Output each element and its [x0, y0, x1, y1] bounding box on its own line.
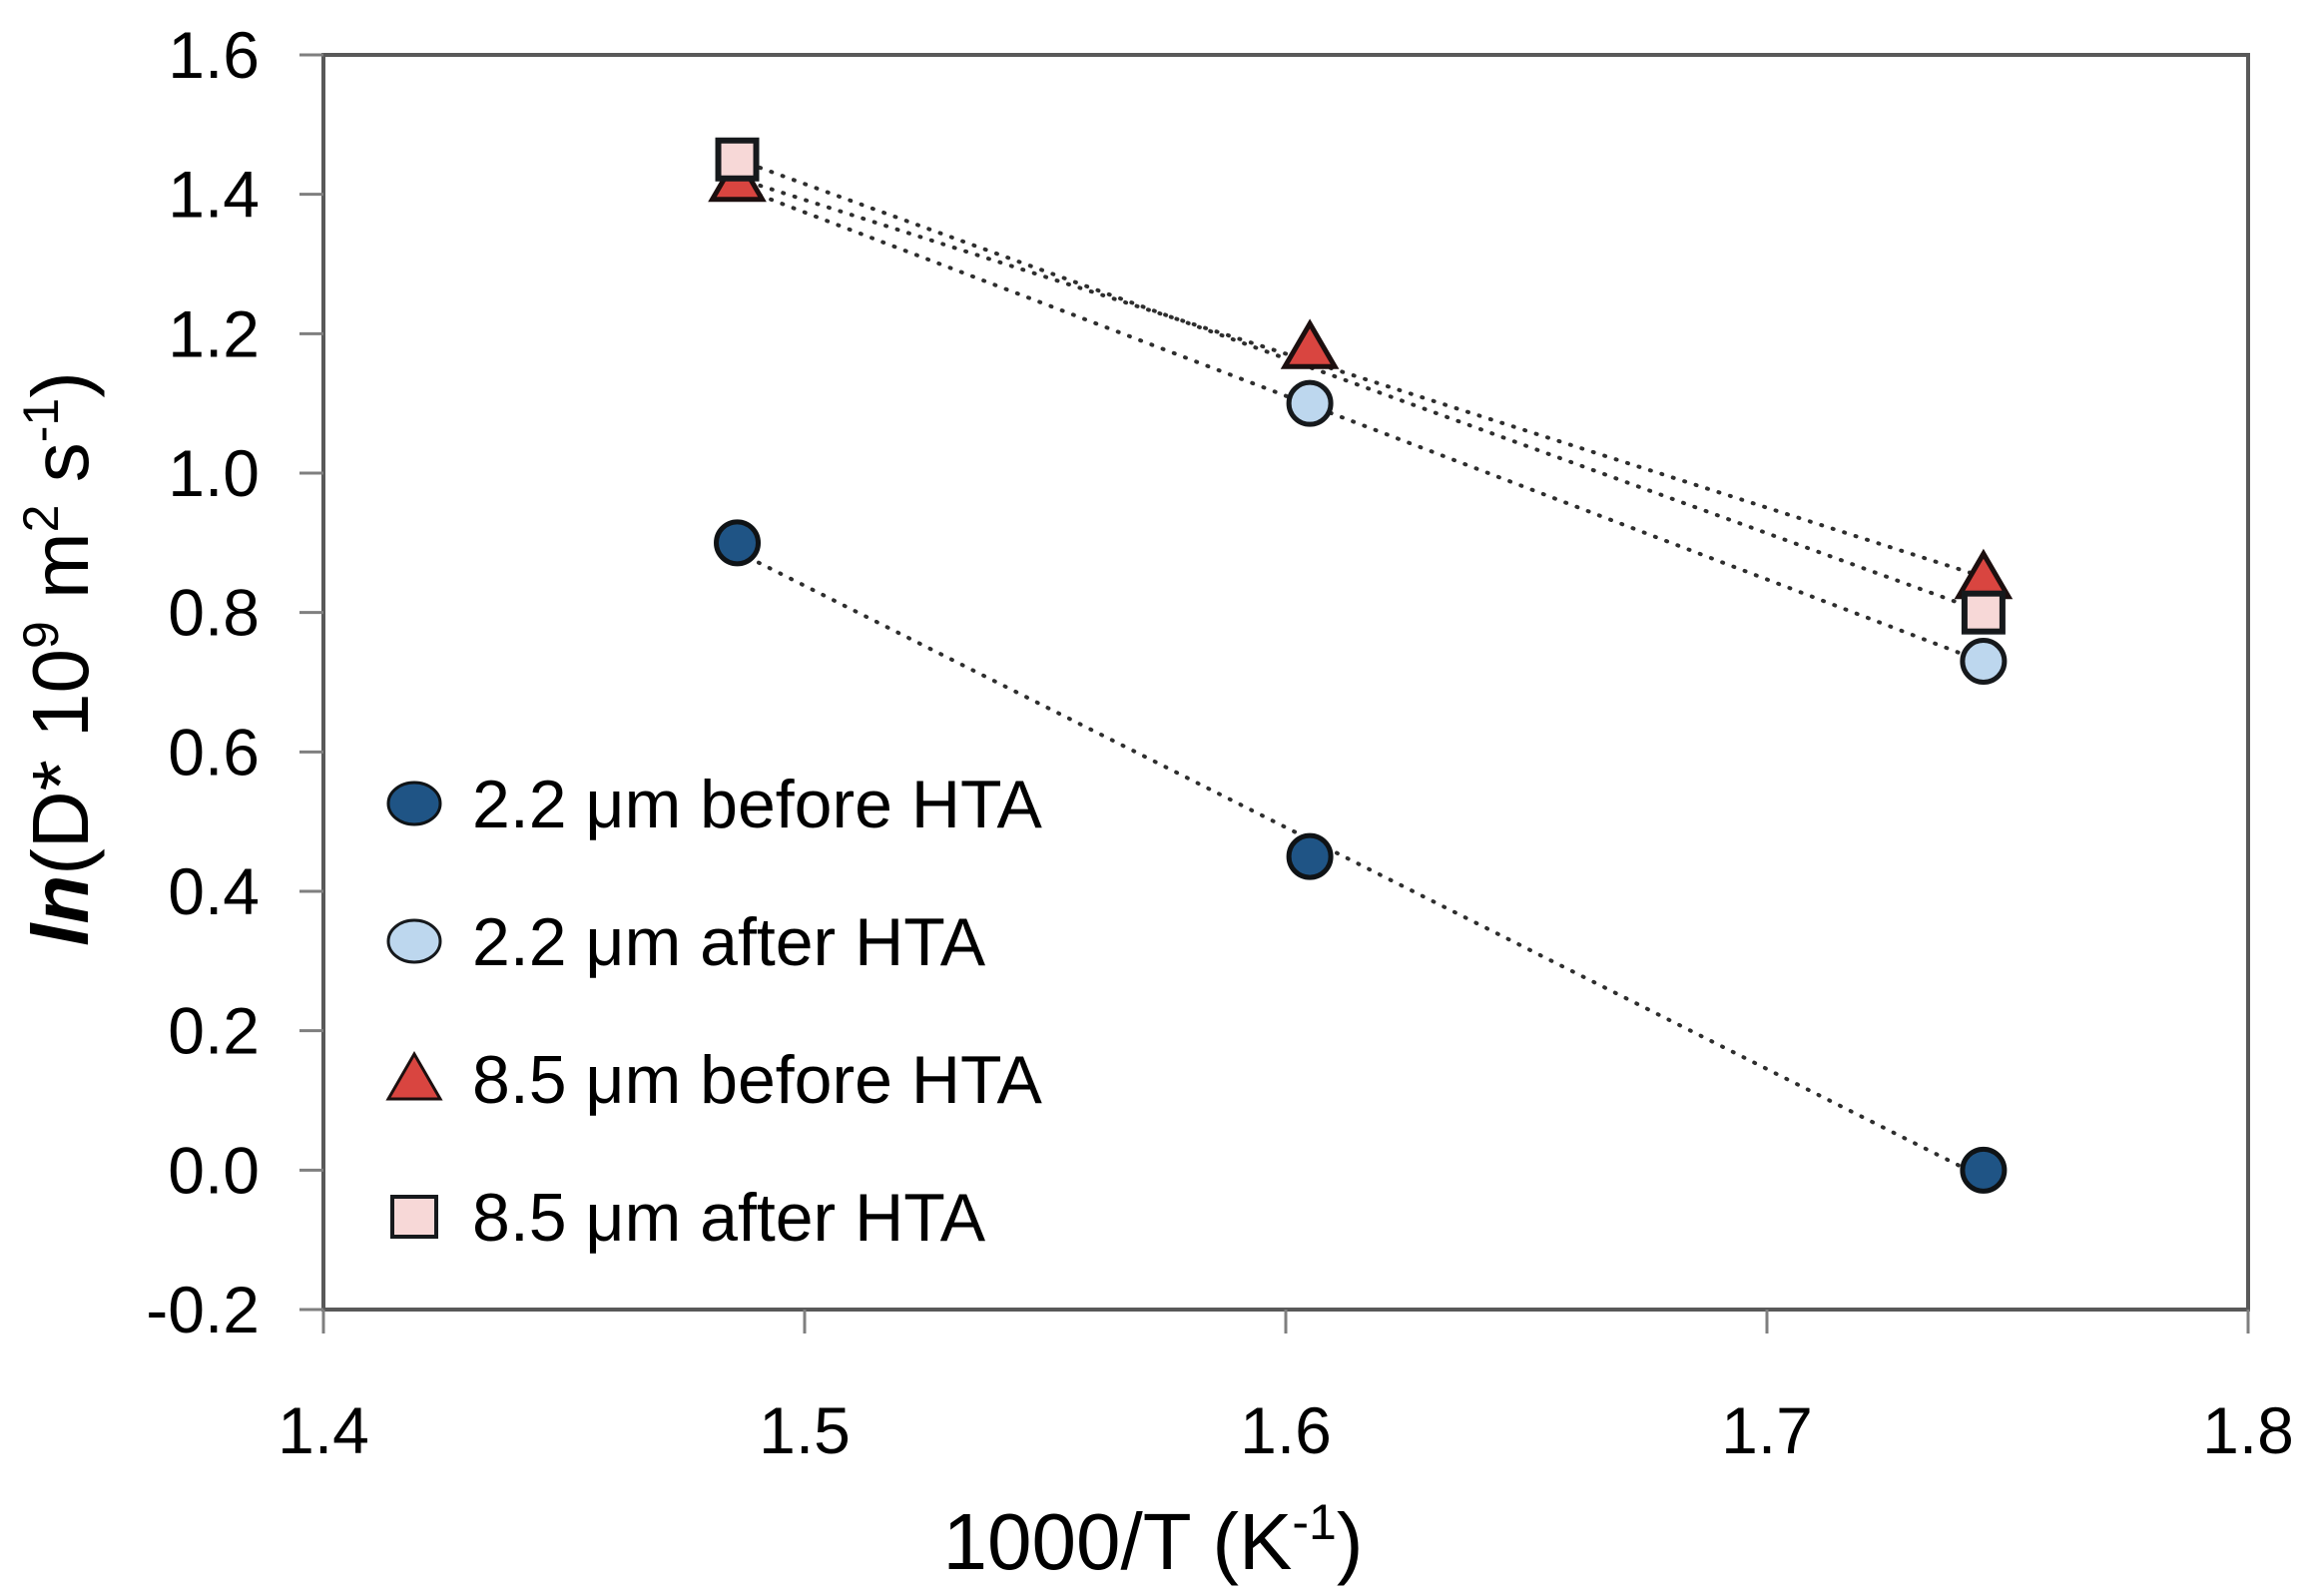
trendline-series-2	[735, 184, 1986, 665]
y-axis-tick-label: 0.2	[168, 994, 260, 1068]
legend-item: 2.2 μm before HTA	[386, 767, 1042, 842]
x-axis-title: 1000/T (K-1)	[943, 1494, 1364, 1586]
legend-label: 2.2 μm before HTA	[472, 767, 1042, 842]
legend-marker-triangle-icon	[385, 1051, 443, 1101]
data-point-series-1	[1960, 1146, 2008, 1194]
x-axis-tick-label: 1.7	[1721, 1393, 1813, 1467]
y-axis-tick-label: 1.6	[168, 18, 260, 92]
legend-item: 2.2 μm after HTA	[386, 904, 986, 980]
data-point-series-3	[1954, 548, 2014, 600]
legend-marker-circle-icon	[386, 918, 442, 964]
x-axis-tick-label: 1.8	[2202, 1393, 2294, 1467]
legend-item: 8.5 μm after HTA	[390, 1180, 986, 1256]
legend-label: 8.5 μm after HTA	[472, 1180, 986, 1256]
legend-label: 8.5 μm before HTA	[472, 1042, 1042, 1118]
trendline-series-4	[735, 157, 1986, 614]
x-axis-tick-label: 1.6	[1240, 1393, 1332, 1467]
legend-marker-circle-icon	[386, 781, 442, 826]
trendline-series-3	[735, 176, 1986, 580]
legend-item: 8.5 μm before HTA	[385, 1042, 1042, 1118]
y-axis-tick-label: 0.6	[168, 715, 260, 789]
x-axis-tick-label: 1.5	[759, 1393, 851, 1467]
data-point-series-2	[1286, 379, 1334, 427]
data-point-series-1	[714, 519, 762, 567]
y-axis-tick-label: 0.0	[168, 1133, 260, 1207]
y-axis-tick-label: -0.2	[146, 1273, 260, 1346]
data-point-series-3	[1280, 318, 1340, 369]
data-point-series-4	[1961, 590, 2006, 635]
data-point-series-2	[1960, 638, 2008, 686]
y-axis-tick-label: 1.4	[168, 158, 260, 232]
y-axis-tick-label: 0.8	[168, 576, 260, 650]
y-axis-title: ln(D* 109 m2 s-1)	[13, 371, 105, 946]
y-axis-tick-label: 1.0	[168, 436, 260, 510]
data-point-series-4	[715, 137, 760, 182]
plot-frame	[321, 53, 2250, 1312]
data-point-series-1	[1286, 832, 1334, 880]
x-axis-tick-label: 1.4	[278, 1393, 369, 1467]
legend-label: 2.2 μm after HTA	[472, 904, 986, 980]
legend-marker-square-icon	[390, 1195, 438, 1239]
y-axis-tick-label: 0.4	[168, 854, 260, 928]
trendline-series-1	[735, 549, 1986, 1181]
y-axis-tick-label: 1.2	[168, 296, 260, 370]
